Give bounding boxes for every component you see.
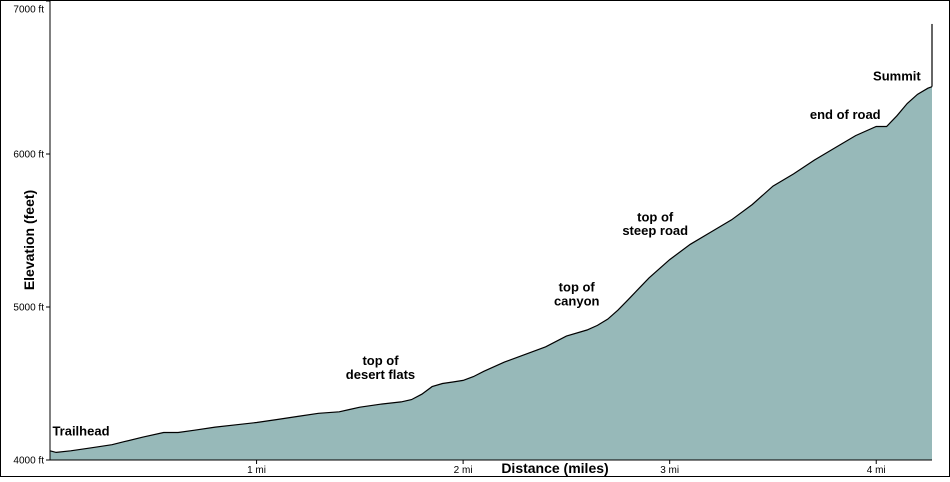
x-tick-label: 3 mi [660,465,679,476]
annotation-label: top of [559,280,596,295]
y-tick-label: 4000 ft [13,456,44,467]
x-tick-label: 1 mi [247,465,266,476]
annotation-label: Trailhead [52,424,109,439]
annotation-label: top of [637,209,674,224]
annotation-label: steep road [622,223,688,238]
annotation-label: desert flats [346,367,415,382]
y-tick-label: 6000 ft [13,150,44,161]
area-layer [49,23,933,460]
elevation-area [50,86,932,460]
x-axis-title: Distance (miles) [501,460,608,476]
elevation-line [49,86,933,454]
annotation-label: canyon [554,293,600,308]
y-tick-label: 5000 ft [13,303,44,314]
annotation-label: end of road [810,107,881,122]
annotation-label: Summit [873,69,921,84]
axis-ticks: 4000 ft 5000 ft 6000 ft 7000 ft 1 mi 2 mi 3 mi… [13,0,886,476]
annotation-label: top of [362,353,399,368]
x-tick-label: 2 mi [454,465,473,476]
y-axis-title: Elevation (feet) [21,190,37,290]
y-tick-label: 7000 ft [13,5,44,16]
x-tick-label: 4 mi [867,465,886,476]
